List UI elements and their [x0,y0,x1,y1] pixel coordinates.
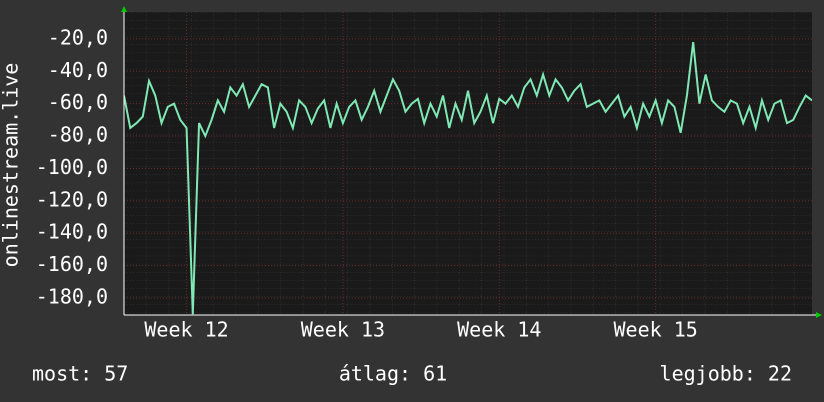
y-tick-label: -80,0 [48,123,108,147]
y-tick-label: -160,0 [36,252,108,276]
minor-grid [124,12,812,315]
y-tick-label: -120,0 [36,187,108,211]
y-arrow [121,6,127,12]
legend-average: átlag: 61 [339,362,447,386]
x-tick-label: Week 15 [613,318,697,342]
y-tick-label: -40,0 [48,58,108,82]
x-tick-label: Week 13 [301,318,385,342]
y-tick-label: -140,0 [36,220,108,244]
y-tick-label: -60,0 [48,90,108,114]
y-tick-label: -20,0 [48,25,108,49]
y-axis-label: onlinestream.live [0,63,23,268]
x-tick-label: Week 12 [144,318,228,342]
legend-best: legjobb: 22 [660,362,792,386]
x-arrow [816,312,822,318]
legend-current: most: 57 [32,362,128,386]
y-tick-label: -100,0 [36,155,108,179]
data-line [124,42,812,315]
x-tick-label: Week 14 [457,318,541,342]
y-tick-label: -180,0 [36,284,108,308]
